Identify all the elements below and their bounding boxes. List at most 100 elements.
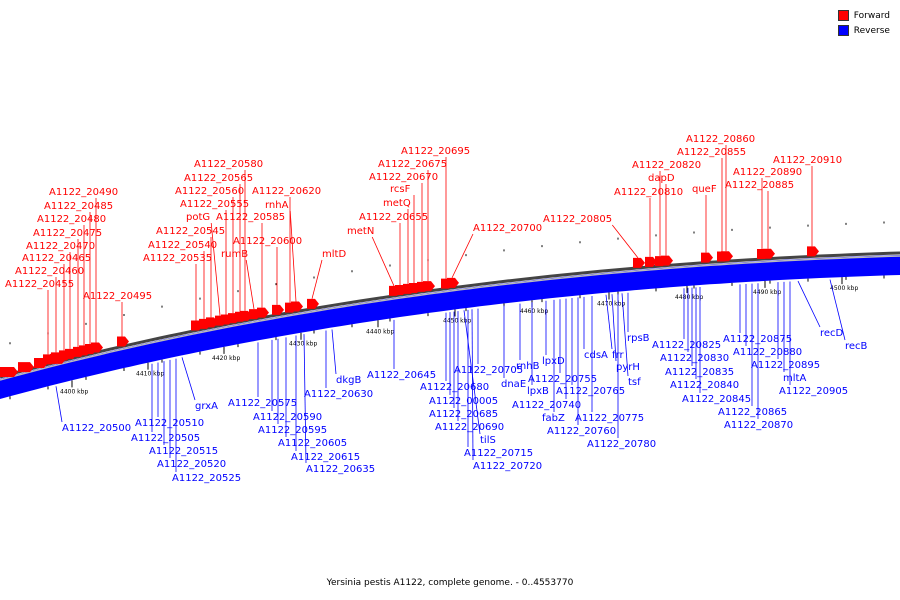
reverse-gene-label: A1122_20520 — [157, 459, 226, 470]
reverse-gene-label: A1122_20630 — [304, 389, 373, 400]
reverse-gene-label: A1122_20575 — [228, 398, 297, 409]
forward-gene-label: rcsF — [390, 184, 411, 195]
reverse-gene-label: fabZ — [542, 413, 565, 424]
forward-gene-label: A1122_20545 — [156, 226, 225, 237]
reverse-gene-label: rnhB — [516, 361, 540, 372]
reverse-gene-label: A1122_20865 — [718, 407, 787, 418]
forward-gene-leader — [245, 259, 255, 310]
forward-gene-label: A1122_20455 — [5, 279, 74, 290]
reverse-gene-leader — [55, 386, 63, 423]
forward-gene-label: A1122_20490 — [49, 187, 118, 198]
forward-gene-arrow — [721, 251, 733, 262]
legend: Forward Reverse — [837, 8, 890, 38]
forward-gene-label: A1122_20540 — [148, 240, 217, 251]
forward-gene-arrow — [272, 304, 284, 315]
forward-gene-label: A1122_20655 — [359, 212, 428, 223]
scale-label: 4420 kbp — [212, 355, 240, 362]
reverse-gene-label: A1122_20715 — [464, 448, 533, 459]
forward-gene-label: potG — [186, 212, 210, 223]
forward-gene-label: A1122_20860 — [686, 134, 755, 145]
forward-gene-arrow — [633, 257, 645, 268]
reverse-gene-label: lpxB — [527, 386, 549, 397]
reverse-gene-leader — [621, 293, 629, 377]
reverse-gene-label: recB — [845, 341, 868, 352]
forward-gene-label: A1122_20885 — [725, 180, 794, 191]
forward-gene-label: A1122_20670 — [369, 172, 438, 183]
forward-gene-leader — [611, 224, 639, 259]
scale-label: 4470 kbp — [597, 300, 625, 307]
forward-gene-label: A1122_20620 — [252, 186, 321, 197]
forward-gene-label: A1122_20910 — [773, 155, 842, 166]
forward-gene-arrow — [18, 362, 34, 373]
scale-label: 4490 kbp — [753, 289, 781, 296]
forward-gene-label: A1122_20810 — [614, 187, 683, 198]
forward-gene-label: A1122_20700 — [473, 223, 542, 234]
reverse-gene-label: A1122_20595 — [258, 425, 327, 436]
forward-gene-arrow — [447, 277, 459, 288]
forward-swatch — [837, 10, 849, 21]
forward-gene-arrows — [0, 246, 819, 377]
scale-label: 4400 kbp — [60, 388, 88, 395]
reverse-gene-label: frr — [612, 350, 624, 361]
reverse-gene-leader — [181, 357, 196, 401]
forward-gene-arrow — [117, 336, 129, 347]
forward-gene-arrow — [257, 307, 269, 318]
reverse-gene-label: A1122_20760 — [547, 426, 616, 437]
reverse-gene-label: A1122_20840 — [670, 380, 739, 391]
reverse-gene-label: A1122_20690 — [435, 422, 504, 433]
backbone-band — [0, 255, 900, 399]
forward-gene-label: A1122_20465 — [22, 253, 91, 264]
reverse-gene-label: tilS — [480, 435, 496, 446]
reverse-gene-label: A1122_20500 — [62, 423, 131, 434]
forward-gene-arrow — [0, 367, 18, 377]
scale-ticks: 4400 kbp 4410 kbp 4420 kbp 4430 kbp 4440 kbp… — [9, 221, 885, 400]
genome-backbone — [0, 251, 900, 399]
reverse-gene-label: pyrH — [616, 362, 640, 373]
forward-gene-label: A1122_20555 — [180, 199, 249, 210]
reverse-gene-label: mltA — [783, 373, 806, 384]
forward-gene-label: dapD — [648, 173, 675, 184]
legend-forward: Forward — [837, 8, 890, 23]
reverse-gene-label: dkgB — [336, 375, 361, 386]
forward-gene-label: A1122_20585 — [216, 212, 285, 223]
reverse-gene-label: A1122_20775 — [575, 413, 644, 424]
reverse-gene-leader — [605, 294, 613, 350]
scale-label: 4480 kbp — [675, 294, 703, 301]
reverse-gene-leader — [303, 334, 307, 464]
forward-gene-arrow — [307, 298, 319, 309]
reverse-gene-label: cdsA — [584, 350, 608, 361]
reverse-gene-label: A1122_20705 — [454, 365, 523, 376]
forward-gene-label: mltD — [322, 249, 346, 260]
reverse-gene-label: recD — [820, 328, 844, 339]
forward-gene-arrow — [423, 281, 435, 292]
scale-label: 4410 kbp — [136, 371, 164, 378]
forward-gene-arrow — [285, 302, 297, 313]
forward-gene-arrow — [661, 255, 673, 266]
legend-forward-label: Forward — [853, 10, 890, 21]
reverse-gene-label: A1122_20780 — [587, 439, 656, 450]
reverse-gene-label: A1122_20870 — [724, 420, 793, 431]
forward-gene-label: metN — [347, 226, 374, 237]
scale-label: 4460 kbp — [520, 308, 548, 315]
reverse-gene-label: A1122_20680 — [420, 382, 489, 393]
reverse-gene-label: A1122_20615 — [291, 452, 360, 463]
reverse-gene-label: A1122_20845 — [682, 394, 751, 405]
forward-gene-label: metQ — [383, 198, 411, 209]
forward-label-lines — [47, 145, 813, 355]
forward-gene-leader — [451, 233, 474, 279]
reverse-label-lines — [55, 279, 846, 472]
reverse-gene-label: A1122_20685 — [429, 409, 498, 420]
reverse-gene-label: A1122_20905 — [779, 386, 848, 397]
reverse-gene-label: A1122_20740 — [512, 400, 581, 411]
forward-gene-arrow — [757, 249, 769, 260]
forward-gene-label: A1122_20855 — [677, 147, 746, 158]
reverse-gene-label: A1122_20895 — [751, 360, 820, 371]
reverse-gene-leader — [471, 309, 474, 461]
reverse-gene-label: A1122_20605 — [278, 438, 347, 449]
reverse-gene-label: A1122_20525 — [172, 473, 241, 484]
reverse-gene-labels: A1122_20500 A1122_20510 A1122_20505 A1122_2… — [62, 328, 868, 484]
forward-gene-leader — [371, 236, 395, 287]
reverse-gene-leader — [829, 279, 846, 341]
forward-gene-label: A1122_20890 — [733, 167, 802, 178]
reverse-gene-label: A1122_20505 — [131, 433, 200, 444]
